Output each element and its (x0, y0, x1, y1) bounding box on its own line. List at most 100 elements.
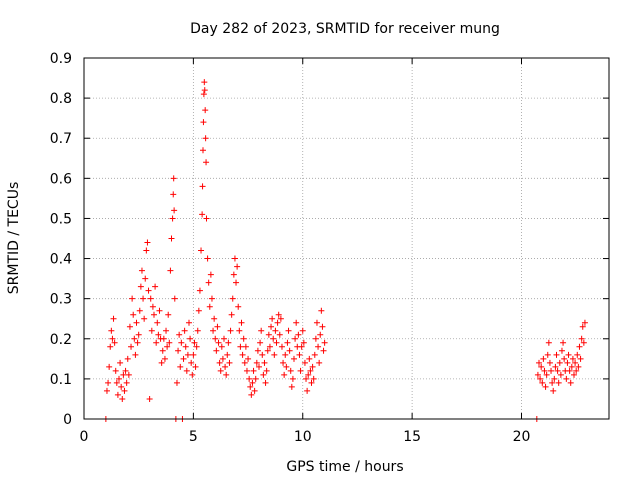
data-point (181, 327, 188, 334)
data-point (116, 375, 122, 382)
data-point (219, 355, 226, 362)
data-point (296, 351, 303, 358)
data-point (543, 371, 550, 378)
data-point (120, 371, 127, 378)
y-tick-label: 0.2 (50, 332, 72, 348)
data-point (203, 159, 210, 166)
data-point (289, 375, 296, 382)
y-axis-label: SRMTID / TECUs (6, 182, 22, 295)
data-point (214, 323, 221, 330)
data-point (122, 367, 129, 374)
data-point (277, 315, 284, 322)
data-point (573, 367, 580, 374)
data-point (572, 359, 579, 366)
data-point (245, 355, 252, 362)
data-point (130, 311, 137, 318)
data-point (175, 347, 182, 354)
data-point (567, 379, 574, 386)
data-point (206, 303, 213, 310)
data-point (318, 307, 325, 314)
data-point (198, 247, 205, 254)
data-point (291, 355, 297, 362)
data-point (223, 371, 230, 378)
data-point (270, 335, 277, 342)
data-point (258, 327, 265, 334)
data-point (262, 379, 269, 386)
data-point (293, 319, 300, 326)
data-point (578, 335, 585, 342)
data-point (297, 367, 304, 374)
data-point (166, 339, 173, 346)
data-point (226, 359, 233, 366)
data-point (199, 183, 206, 190)
plot-frame (83, 57, 610, 420)
y-tick-label: 0.7 (50, 131, 72, 147)
data-point (110, 315, 117, 322)
data-point (145, 287, 152, 294)
axis-ticks: 0 0.1 0.2 0.3 0.4 0.5 0.6 0.7 0.8 0.9 0 5 10 15 20 (50, 51, 609, 445)
data-point (304, 387, 311, 394)
data-point (105, 379, 112, 386)
data-point (256, 363, 262, 370)
data-point (233, 279, 240, 286)
y-tick-label: 0.3 (50, 292, 72, 308)
data-point (173, 379, 180, 386)
x-tick-label: 5 (189, 429, 198, 445)
data-point (321, 339, 328, 346)
data-point (308, 379, 315, 386)
data-point (281, 371, 288, 378)
data-point (561, 355, 568, 362)
data-point (246, 375, 253, 382)
data-point (574, 351, 581, 358)
data-point (132, 351, 139, 358)
data-point (144, 239, 151, 246)
data-point (231, 255, 238, 262)
data-point (247, 383, 254, 390)
data-point (161, 355, 168, 362)
y-tick-label: 0.9 (50, 51, 72, 67)
data-point (204, 255, 211, 262)
data-point (106, 363, 113, 370)
data-point (249, 379, 256, 386)
data-point (275, 311, 282, 318)
data-point (199, 211, 206, 218)
data-point (119, 395, 126, 402)
data-point (552, 363, 559, 370)
data-point (201, 79, 208, 86)
data-point (549, 379, 556, 386)
data-point (200, 119, 207, 126)
data-point (303, 375, 310, 382)
data-point (537, 375, 544, 382)
data-point (103, 387, 110, 394)
data-point (306, 355, 313, 362)
data-point (235, 303, 242, 310)
data-point (135, 331, 142, 338)
data-point (129, 295, 136, 302)
data-point (201, 87, 208, 94)
data-point (237, 343, 244, 350)
data-point (575, 363, 582, 370)
data-point (160, 335, 167, 342)
data-point (300, 339, 307, 346)
data-point (108, 327, 115, 334)
data-point (553, 351, 560, 358)
data-point (167, 267, 174, 274)
data-point (215, 339, 222, 346)
data-point (556, 359, 563, 366)
data-point (320, 347, 327, 354)
data-point (252, 375, 259, 382)
data-point (141, 315, 148, 322)
data-point (208, 295, 215, 302)
data-point (136, 307, 143, 314)
data-point (251, 387, 258, 394)
data-point (221, 335, 227, 342)
data-point (313, 319, 320, 326)
data-point (546, 359, 553, 366)
data-point (200, 91, 207, 98)
data-point (319, 323, 326, 330)
data-point (541, 367, 548, 374)
data-point (125, 371, 132, 378)
chart-title: Day 282 of 2023, SRMTID for receiver mun… (190, 21, 500, 37)
data-point (254, 347, 261, 354)
